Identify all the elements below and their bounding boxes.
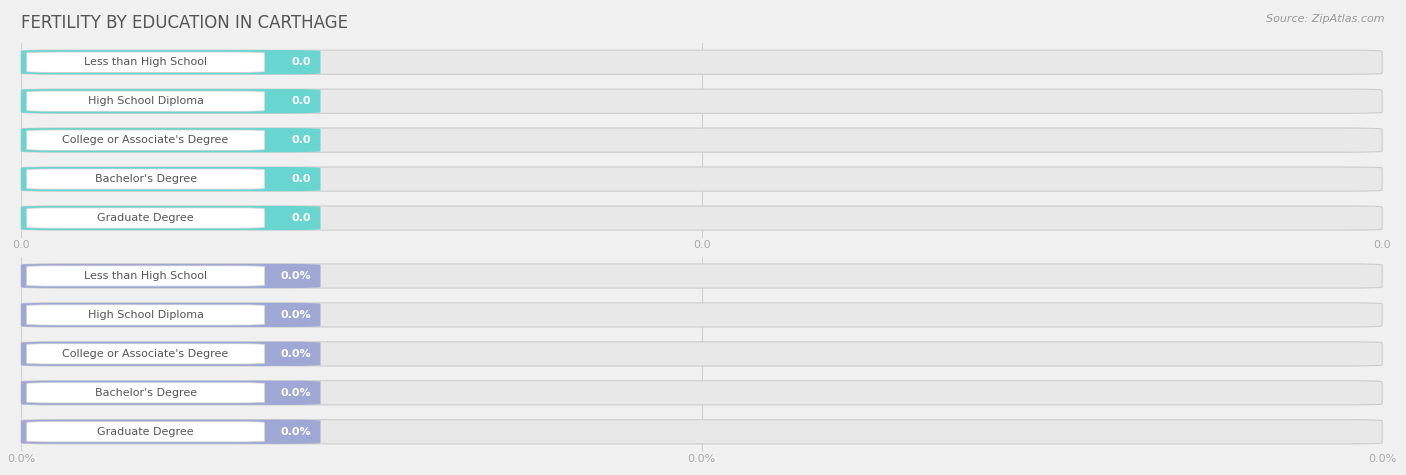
FancyBboxPatch shape — [21, 89, 321, 113]
Text: 0.0: 0.0 — [291, 174, 311, 184]
FancyBboxPatch shape — [27, 305, 264, 325]
Text: 0.0: 0.0 — [291, 213, 311, 223]
Text: 0.0%: 0.0% — [280, 427, 311, 437]
FancyBboxPatch shape — [27, 266, 264, 286]
Text: 0.0%: 0.0% — [280, 388, 311, 398]
Text: FERTILITY BY EDUCATION IN CARTHAGE: FERTILITY BY EDUCATION IN CARTHAGE — [21, 14, 349, 32]
FancyBboxPatch shape — [27, 91, 264, 111]
FancyBboxPatch shape — [21, 128, 321, 152]
FancyBboxPatch shape — [21, 342, 1382, 366]
Text: 0.0%: 0.0% — [280, 349, 311, 359]
FancyBboxPatch shape — [21, 264, 321, 288]
FancyBboxPatch shape — [27, 169, 264, 189]
Text: Bachelor's Degree: Bachelor's Degree — [94, 174, 197, 184]
FancyBboxPatch shape — [21, 303, 321, 327]
Text: 0.0: 0.0 — [291, 135, 311, 145]
Text: College or Associate's Degree: College or Associate's Degree — [62, 135, 229, 145]
Text: Less than High School: Less than High School — [84, 57, 207, 67]
FancyBboxPatch shape — [27, 383, 264, 403]
FancyBboxPatch shape — [21, 264, 1382, 288]
FancyBboxPatch shape — [27, 130, 264, 150]
FancyBboxPatch shape — [21, 303, 1382, 327]
FancyBboxPatch shape — [21, 206, 1382, 230]
FancyBboxPatch shape — [21, 167, 1382, 191]
Text: High School Diploma: High School Diploma — [87, 310, 204, 320]
FancyBboxPatch shape — [27, 208, 264, 228]
FancyBboxPatch shape — [27, 422, 264, 442]
Text: College or Associate's Degree: College or Associate's Degree — [62, 349, 229, 359]
FancyBboxPatch shape — [21, 89, 1382, 113]
FancyBboxPatch shape — [21, 381, 321, 405]
Text: 0.0%: 0.0% — [280, 310, 311, 320]
Text: Source: ZipAtlas.com: Source: ZipAtlas.com — [1267, 14, 1385, 24]
FancyBboxPatch shape — [21, 381, 1382, 405]
FancyBboxPatch shape — [21, 342, 321, 366]
FancyBboxPatch shape — [21, 167, 321, 191]
FancyBboxPatch shape — [27, 52, 264, 72]
Text: Graduate Degree: Graduate Degree — [97, 213, 194, 223]
Text: 0.0: 0.0 — [291, 57, 311, 67]
FancyBboxPatch shape — [21, 420, 1382, 444]
Text: Less than High School: Less than High School — [84, 271, 207, 281]
Text: 0.0%: 0.0% — [280, 271, 311, 281]
Text: High School Diploma: High School Diploma — [87, 96, 204, 106]
FancyBboxPatch shape — [27, 344, 264, 364]
Text: 0.0: 0.0 — [291, 96, 311, 106]
FancyBboxPatch shape — [21, 128, 1382, 152]
Text: Bachelor's Degree: Bachelor's Degree — [94, 388, 197, 398]
FancyBboxPatch shape — [21, 206, 321, 230]
Text: Graduate Degree: Graduate Degree — [97, 427, 194, 437]
FancyBboxPatch shape — [21, 50, 1382, 74]
FancyBboxPatch shape — [21, 420, 321, 444]
FancyBboxPatch shape — [21, 50, 321, 74]
